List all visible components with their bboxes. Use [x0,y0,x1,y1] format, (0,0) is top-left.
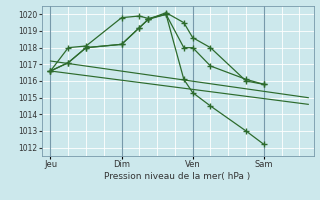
X-axis label: Pression niveau de la mer( hPa ): Pression niveau de la mer( hPa ) [104,172,251,181]
